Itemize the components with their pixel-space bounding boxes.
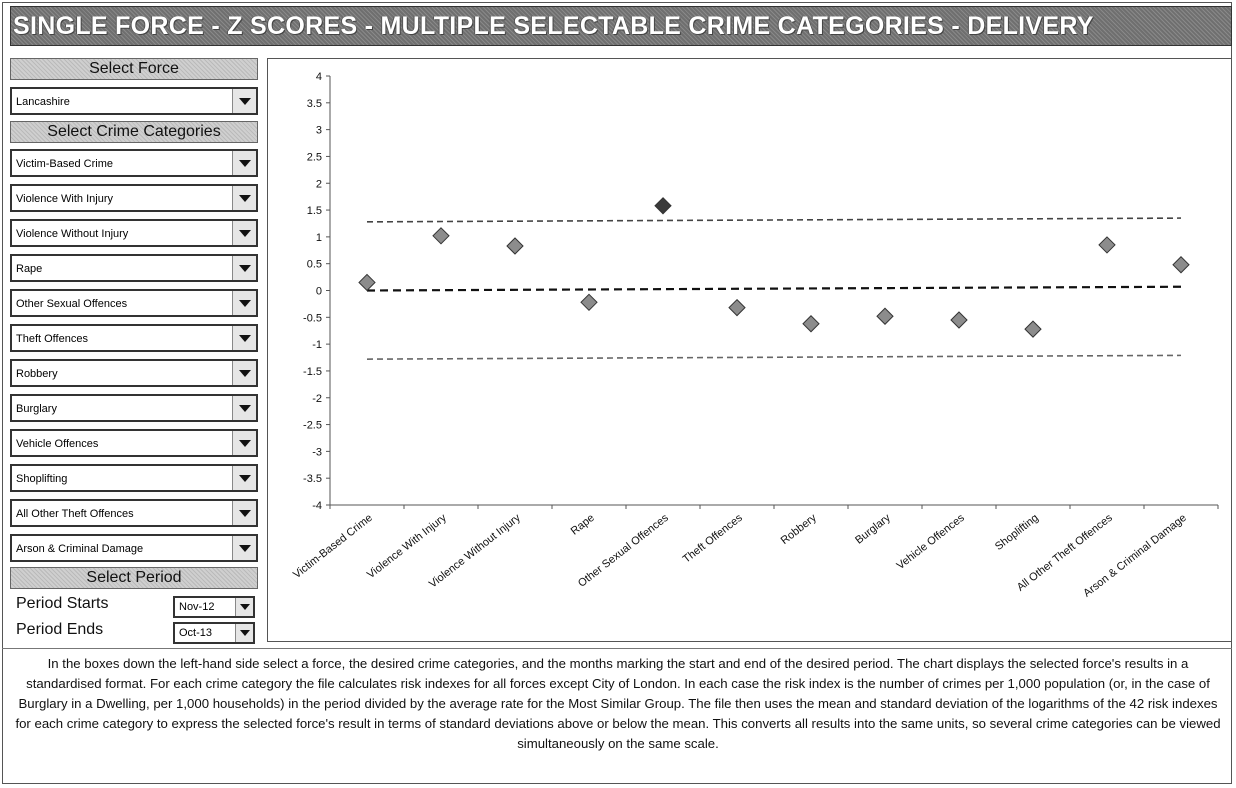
instructions-text: In the boxes down the left-hand side sel… bbox=[15, 656, 1221, 751]
x-tick-label: Theft Offences bbox=[681, 512, 745, 566]
chevron-down-icon[interactable] bbox=[235, 624, 253, 642]
category-dropdown-value: Theft Offences bbox=[16, 333, 88, 345]
x-tick-label: Vehicle Offences bbox=[895, 512, 968, 572]
category-dropdown-value: All Other Theft Offences bbox=[16, 508, 134, 520]
category-dropdown-7[interactable]: Robbery bbox=[10, 359, 258, 387]
x-tick-label: Violence With Injury bbox=[365, 512, 449, 581]
y-tick-label: 2.5 bbox=[307, 151, 322, 163]
chevron-down-icon[interactable] bbox=[232, 221, 256, 245]
period-start-value: Nov-12 bbox=[179, 601, 215, 613]
chevron-down-icon[interactable] bbox=[232, 291, 256, 315]
category-dropdown-1[interactable]: Victim-Based Crime bbox=[10, 149, 258, 177]
data-point bbox=[1098, 236, 1116, 254]
z-score-chart: 4 3.5 3 2.5 2 1.5 1 0.5 0 -0.5 -1 -1.5 -2 -2.5 -3 -3.5 -… bbox=[267, 58, 1232, 642]
reference-line-upper bbox=[366, 217, 1182, 223]
category-dropdown-9[interactable]: Vehicle Offences bbox=[10, 429, 258, 457]
data-point bbox=[950, 311, 968, 329]
period-end-label: Period Ends bbox=[16, 621, 104, 638]
y-tick-label: 0 bbox=[316, 286, 322, 298]
category-dropdown-5[interactable]: Other Sexual Offences bbox=[10, 289, 258, 317]
category-dropdown-value: Shoplifting bbox=[16, 473, 68, 485]
y-tick-label: -3.5 bbox=[303, 473, 322, 485]
reference-line-lower bbox=[366, 354, 1182, 360]
force-dropdown[interactable]: Lancashire bbox=[10, 87, 258, 115]
category-dropdown-value: Other Sexual Offences bbox=[16, 298, 128, 310]
category-dropdown-value: Vehicle Offences bbox=[16, 438, 99, 450]
select-crime-categories-header: Select Crime Categories bbox=[10, 121, 258, 143]
page-title: SINGLE FORCE - Z SCORES - MULTIPLE SELEC… bbox=[13, 12, 1094, 40]
chevron-down-icon[interactable] bbox=[232, 431, 256, 455]
chevron-down-icon[interactable] bbox=[232, 396, 256, 420]
category-dropdown-value: Victim-Based Crime bbox=[16, 158, 113, 170]
chevron-down-icon[interactable] bbox=[232, 536, 256, 560]
category-dropdown-4[interactable]: Rape bbox=[10, 254, 258, 282]
y-tick-label: -2.5 bbox=[303, 420, 322, 432]
chevron-down-icon[interactable] bbox=[232, 501, 256, 525]
force-dropdown-value: Lancashire bbox=[16, 96, 70, 108]
y-tick-label: -3 bbox=[312, 446, 322, 458]
category-dropdown-3[interactable]: Violence Without Injury bbox=[10, 219, 258, 247]
category-dropdown-value: Robbery bbox=[16, 368, 58, 380]
data-point bbox=[876, 307, 894, 325]
data-point bbox=[432, 227, 450, 245]
data-point bbox=[358, 273, 376, 292]
divider bbox=[2, 648, 1232, 649]
data-point bbox=[1024, 320, 1042, 338]
y-tick-label: -0.5 bbox=[303, 312, 322, 324]
category-dropdown-2[interactable]: Violence With Injury bbox=[10, 184, 258, 212]
title-bar: SINGLE FORCE - Z SCORES - MULTIPLE SELEC… bbox=[10, 6, 1232, 46]
chevron-down-icon[interactable] bbox=[232, 466, 256, 490]
y-tick-label: 4 bbox=[316, 71, 322, 83]
category-dropdown-value: Burglary bbox=[16, 403, 57, 415]
chevron-down-icon[interactable] bbox=[235, 598, 253, 616]
y-tick-label: 3 bbox=[316, 125, 322, 137]
chevron-down-icon[interactable] bbox=[232, 361, 256, 385]
y-tick-label: 1.5 bbox=[307, 205, 322, 217]
category-dropdown-10[interactable]: Shoplifting bbox=[10, 464, 258, 492]
y-tick-label: -4 bbox=[312, 500, 322, 512]
data-point bbox=[1172, 256, 1190, 274]
chevron-down-icon[interactable] bbox=[232, 89, 256, 113]
category-dropdown-value: Rape bbox=[16, 263, 43, 275]
category-dropdown-value: Arson & Criminal Damage bbox=[16, 543, 144, 555]
category-dropdown-value: Violence Without Injury bbox=[16, 228, 129, 240]
x-tick-label: Burglary bbox=[853, 512, 893, 547]
y-tick-label: -2 bbox=[312, 393, 322, 405]
x-tick-label: Rape bbox=[569, 512, 597, 538]
y-tick-label: -1 bbox=[312, 339, 322, 351]
period-start-label: Period Starts bbox=[16, 595, 109, 612]
chevron-down-icon[interactable] bbox=[232, 186, 256, 210]
chart-canvas: 4 3.5 3 2.5 2 1.5 1 0.5 0 -0.5 -1 -1.5 -2 -2.5 -3 -3.5 -… bbox=[291, 71, 1219, 600]
select-force-header: Select Force bbox=[10, 58, 258, 80]
category-dropdown-8[interactable]: Burglary bbox=[10, 394, 258, 422]
data-point bbox=[802, 315, 820, 333]
category-dropdown-11[interactable]: All Other Theft Offences bbox=[10, 499, 258, 527]
period-end-value: Oct-13 bbox=[179, 627, 213, 639]
y-tick-label: -1.5 bbox=[303, 366, 322, 378]
data-point bbox=[506, 237, 524, 255]
chevron-down-icon[interactable] bbox=[232, 256, 256, 280]
x-tick-label: Robbery bbox=[779, 512, 820, 547]
data-point bbox=[580, 293, 598, 312]
chevron-down-icon[interactable] bbox=[232, 151, 256, 175]
x-tick-label: Victim-Based Crime bbox=[291, 512, 375, 581]
category-dropdown-6[interactable]: Theft Offences bbox=[10, 324, 258, 352]
category-dropdown-value: Violence With Injury bbox=[16, 193, 114, 205]
y-tick-label: 2 bbox=[316, 178, 322, 190]
category-dropdown-12[interactable]: Arson & Criminal Damage bbox=[10, 534, 258, 562]
select-period-header: Select Period bbox=[10, 567, 258, 589]
chevron-down-icon[interactable] bbox=[232, 326, 256, 350]
x-tick-label: Shoplifting bbox=[993, 512, 1041, 553]
data-point bbox=[728, 298, 746, 317]
y-tick-label: 3.5 bbox=[307, 98, 322, 110]
period-start-dropdown[interactable]: Nov-12 bbox=[173, 596, 255, 618]
y-tick-label: 1 bbox=[316, 232, 322, 244]
reference-line-mean bbox=[366, 285, 1182, 292]
period-end-dropdown[interactable]: Oct-13 bbox=[173, 622, 255, 644]
data-point bbox=[654, 197, 672, 215]
y-tick-label: 0.5 bbox=[307, 259, 322, 271]
